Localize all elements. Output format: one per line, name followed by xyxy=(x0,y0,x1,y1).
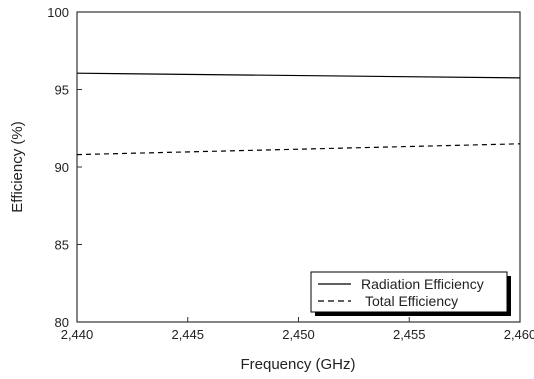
x-axis-title: Frequency (GHz) xyxy=(240,356,355,373)
x-tick-label: 2,450 xyxy=(282,327,315,342)
x-tick-label: 2,440 xyxy=(61,327,94,342)
series-layer xyxy=(76,72,521,156)
y-tick-label: 80 xyxy=(55,315,69,330)
x-tick-label: 2,455 xyxy=(393,327,426,342)
y-tick-label: 100 xyxy=(47,5,69,20)
y-tick-label: 90 xyxy=(55,160,69,175)
x-axis-ticks: 2,440 2,445 2,450 2,455 2,460 xyxy=(61,317,534,342)
radiation-efficiency-line xyxy=(76,72,521,79)
legend: Radiation Efficiency Total Efficiency xyxy=(310,271,511,316)
legend-label-radiation: Radiation Efficiency xyxy=(361,276,484,292)
total-efficiency-line xyxy=(76,143,521,156)
y-tick-label: 85 xyxy=(55,238,69,253)
x-tick-label: 2,460 xyxy=(504,327,534,342)
legend-box xyxy=(310,271,508,313)
x-tick-label: 2,445 xyxy=(171,327,204,342)
y-axis-ticks: 80 85 90 95 100 xyxy=(47,5,82,330)
y-axis-title: Efficiency (%) xyxy=(9,121,26,212)
legend-label-total: Total Efficiency xyxy=(365,293,458,309)
y-tick-label: 95 xyxy=(55,83,69,98)
